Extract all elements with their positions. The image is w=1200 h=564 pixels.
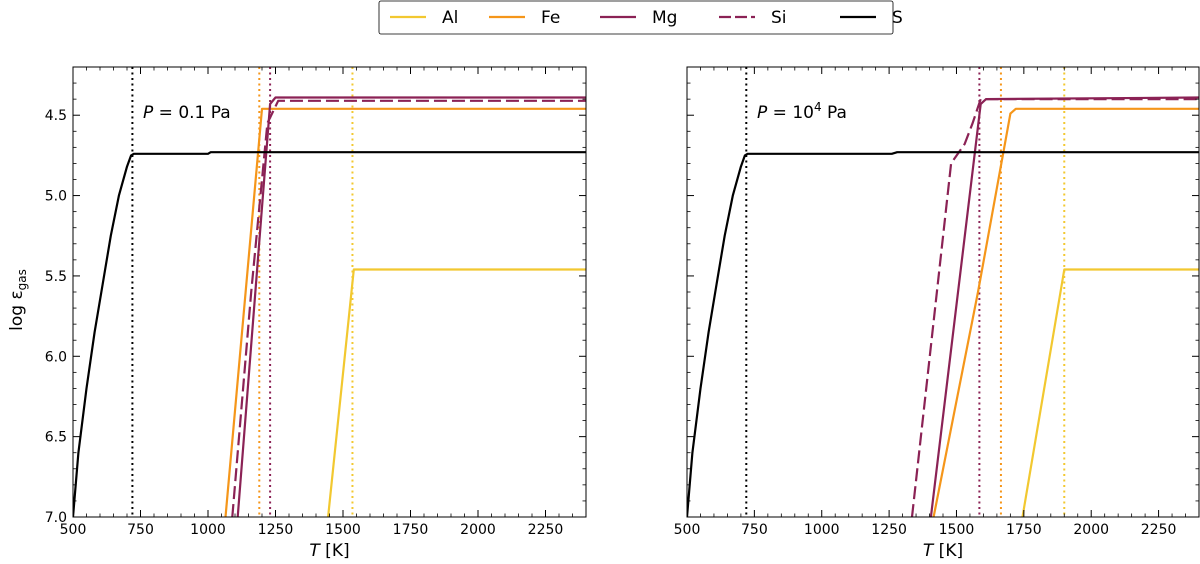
y-axis-label: log εgas [7, 269, 29, 331]
series-line-al [327, 268, 586, 517]
legend-item-si: Si [719, 8, 787, 28]
x-tick-label: 1000 [804, 522, 840, 538]
x-tick-label: 1750 [393, 522, 429, 538]
y-tick-label: 5.0 [45, 189, 67, 205]
x-tick-label: 1000 [190, 522, 226, 538]
series-line-fe [224, 107, 586, 517]
right-panel: 500 750 1000 1250 1500 1750 2000 2250 T [K] P = 1… [674, 66, 1200, 561]
series-line-fe [932, 107, 1199, 517]
series-line-s [687, 151, 1199, 517]
y-tick-label: 4.5 [45, 108, 67, 124]
x-tick-label: 750 [127, 522, 154, 538]
legend-label: Al [442, 8, 458, 28]
legend-item-mg: Mg [600, 8, 677, 28]
y-axis-label-sub: gas [15, 269, 29, 290]
legend-label: S [892, 8, 903, 28]
plot-frame [686, 66, 1200, 518]
x-tick-label: 2000 [460, 522, 496, 538]
series-line-si [910, 97, 1199, 517]
plot-frame [72, 66, 587, 518]
y-tick-label: 6.5 [45, 430, 67, 446]
legend-label: Fe [541, 8, 560, 28]
x-tick-label: 1500 [325, 522, 361, 538]
pressure-annotation: P = 104 Pa [757, 100, 847, 123]
y-axis-label-main: log ε [7, 290, 27, 331]
x-tick-label: 1250 [871, 522, 907, 538]
series-line-al [1021, 268, 1199, 517]
y-tick-label: 5.5 [45, 269, 67, 285]
legend-item-al: Al [390, 8, 458, 28]
x-axis-label: T [K] [923, 541, 963, 561]
x-tick-label: 500 [60, 522, 87, 538]
x-tick-label: 500 [674, 522, 701, 538]
legend-label: Mg [652, 8, 677, 28]
y-tick-label: 7.0 [45, 510, 67, 526]
left-panel: 500 750 1000 1250 1500 1750 2000 2250 4.5 5.0 5.5 6… [45, 66, 587, 561]
x-tick-label: 2250 [1141, 522, 1177, 538]
x-tick-label: 1250 [258, 522, 294, 538]
x-tick-label: 750 [741, 522, 768, 538]
legend-label: Si [771, 8, 787, 28]
y-tick-label: 6.0 [45, 349, 67, 365]
x-tick-label: 2250 [528, 522, 564, 538]
x-axis-label: T [K] [309, 541, 349, 561]
series-line-si [231, 99, 586, 517]
x-tick-label: 1750 [1006, 522, 1042, 538]
legend-item-s: S [840, 8, 903, 28]
series-line-s [73, 151, 586, 517]
legend-item-fe: Fe [489, 8, 560, 28]
x-tick-label: 1500 [939, 522, 975, 538]
pressure-annotation: P = 0.1 Pa [143, 103, 231, 123]
series-line-mg [236, 96, 586, 517]
series-line-mg [929, 96, 1199, 517]
x-tick-label: 2000 [1073, 522, 1109, 538]
legend: Al Fe Mg Si S [378, 0, 903, 35]
